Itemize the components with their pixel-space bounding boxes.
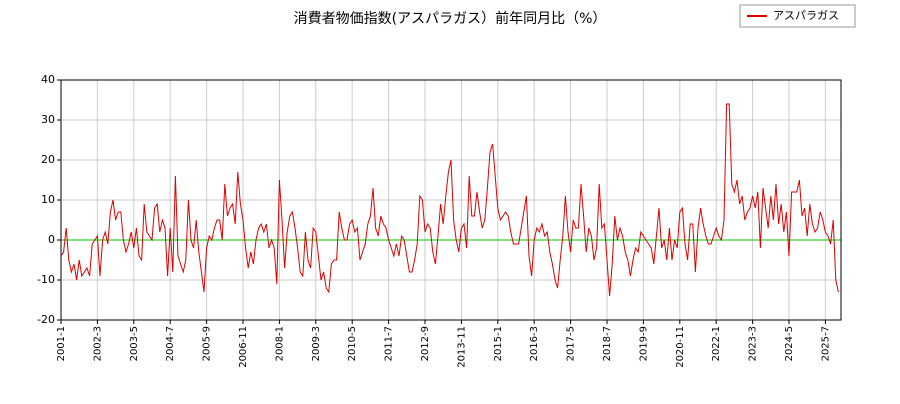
x-tick-label: 2006-11 xyxy=(238,326,249,368)
x-tick-label: 2024-5 xyxy=(784,326,795,361)
x-tick-label: 2025-7 xyxy=(820,326,831,361)
x-tick-label: 2013-11 xyxy=(456,326,467,368)
y-tick-label: 10 xyxy=(41,193,55,206)
x-tick-label: 2016-3 xyxy=(529,326,540,361)
x-tick-label: 2012-9 xyxy=(420,326,431,361)
x-tick-label: 2003-5 xyxy=(129,326,140,361)
x-tick-label: 2018-7 xyxy=(602,326,613,361)
x-tick-label: 2001-1 xyxy=(56,326,67,361)
y-tick-label: 20 xyxy=(41,153,55,166)
x-tick-label: 2009-3 xyxy=(311,326,322,361)
x-tick-label: 2022-1 xyxy=(711,326,722,361)
y-tick-label: -10 xyxy=(37,273,55,286)
x-tick-label: 2008-1 xyxy=(274,326,285,361)
x-tick-label: 2010-5 xyxy=(347,326,358,361)
data-line xyxy=(60,103,839,297)
x-tick-label: 2002-3 xyxy=(92,326,103,361)
x-tick-label: 2019-9 xyxy=(638,326,649,361)
x-tick-label: 2017-5 xyxy=(566,326,577,361)
legend: アスパラガス xyxy=(739,4,856,28)
x-tick-label: 2005-9 xyxy=(202,326,213,361)
x-tick-label: 2020-11 xyxy=(675,326,686,368)
x-tick-label: 2004-7 xyxy=(165,326,176,361)
y-tick-label: 40 xyxy=(41,73,55,86)
y-tick-label: 30 xyxy=(41,113,55,126)
legend-label: アスパラガス xyxy=(773,9,839,22)
x-tick-label: 2015-1 xyxy=(493,326,504,361)
chart-title: 消費者物価指数(アスパラガス）前年同月比（%） xyxy=(294,10,607,27)
legend-box xyxy=(739,4,856,28)
y-tick-label: -20 xyxy=(37,313,55,326)
x-tick-label: 2011-7 xyxy=(384,326,395,361)
plot-frame xyxy=(60,79,842,321)
x-tick-label: 2023-3 xyxy=(748,326,759,361)
y-tick-label: 0 xyxy=(48,233,55,246)
